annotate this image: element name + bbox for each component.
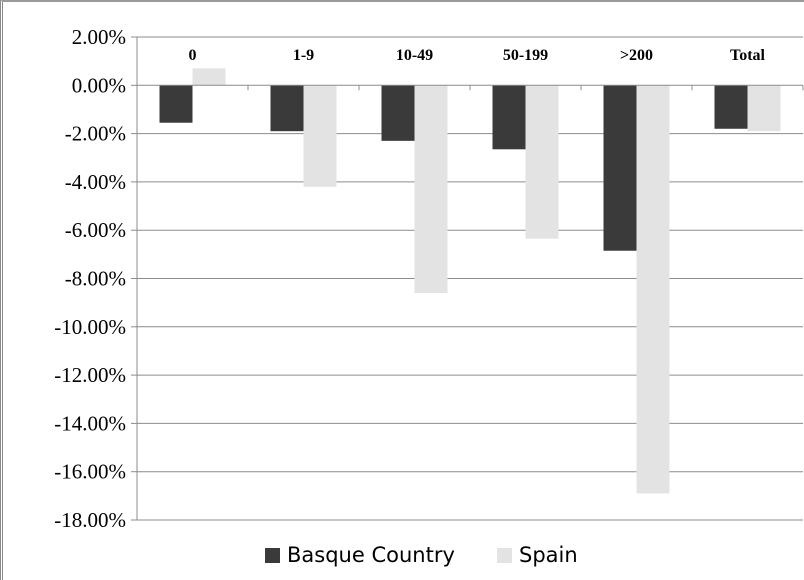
category-labels: 0 1-9 10-49 50-199 >200 Total xyxy=(189,47,766,64)
bar xyxy=(303,85,337,187)
category-label: 0 xyxy=(189,47,197,64)
y-tick-label: -4.00% xyxy=(65,170,126,194)
y-tick-label: 0.00% xyxy=(72,73,126,97)
category-label: 50-199 xyxy=(503,47,548,64)
legend-swatch xyxy=(497,548,512,563)
y-tick-label: -12.00% xyxy=(54,363,126,387)
bar xyxy=(714,85,748,129)
y-tick-label: -6.00% xyxy=(65,218,126,242)
y-tick-label: -16.00% xyxy=(54,460,126,484)
legend-label: Spain xyxy=(519,543,578,567)
y-tick-label: -18.00% xyxy=(54,508,126,532)
category-label: 1-9 xyxy=(293,47,314,64)
axes xyxy=(131,36,804,521)
category-label: 10-49 xyxy=(396,47,433,64)
bar xyxy=(492,85,526,150)
bar xyxy=(381,85,415,141)
bar xyxy=(636,85,670,494)
bar xyxy=(414,85,448,293)
category-label: >200 xyxy=(620,47,653,64)
legend: Basque Country Spain xyxy=(265,543,578,567)
y-tick-label: -2.00% xyxy=(65,122,126,146)
bar xyxy=(159,85,193,123)
y-tick-label: -14.00% xyxy=(54,411,126,435)
bar xyxy=(525,85,559,239)
bar xyxy=(192,68,226,86)
y-tick-labels: 2.00% 0.00% -2.00% -4.00% -6.00% -8.00% -10.00… xyxy=(54,25,126,532)
legend-label: Basque Country xyxy=(287,543,455,567)
bar xyxy=(270,85,304,132)
gridlines xyxy=(137,36,803,521)
y-tick-label: -10.00% xyxy=(54,315,126,339)
y-tick-label: 2.00% xyxy=(72,25,126,49)
bars xyxy=(159,68,781,494)
bar xyxy=(603,85,637,251)
y-tick-label: -8.00% xyxy=(65,267,126,291)
category-label: Total xyxy=(730,47,766,64)
bar xyxy=(747,85,781,132)
legend-swatch xyxy=(265,548,280,563)
